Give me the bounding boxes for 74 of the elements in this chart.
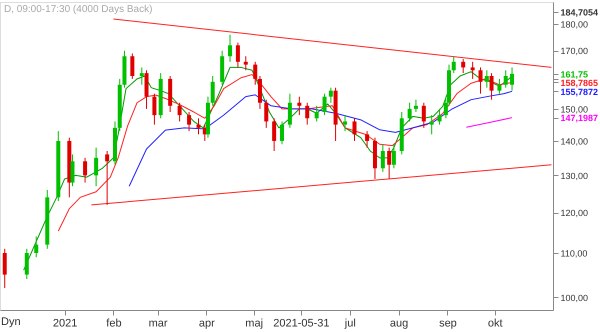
candlestick	[387, 147, 392, 180]
y-tick-label: 140,00	[560, 136, 588, 146]
candlestick	[322, 93, 327, 116]
candlestick	[288, 93, 292, 128]
candlestick	[144, 70, 149, 110]
candlestick	[152, 93, 156, 126]
x-tick-label: mar	[148, 318, 168, 330]
candlestick	[422, 102, 426, 128]
y-tick-label: 150,00	[560, 104, 588, 114]
candlestick	[430, 114, 434, 135]
x-tick-label: sep	[439, 318, 457, 330]
candlestick	[253, 61, 258, 86]
candlestick	[510, 66, 514, 92]
candlestick	[94, 147, 98, 187]
candlestick	[504, 70, 508, 88]
chart-title: D, 09:00-17:30 (4000 Days Back)	[4, 4, 152, 15]
candlestick	[264, 99, 268, 128]
y-tick-label: 184,7054	[560, 8, 598, 18]
candlestick	[24, 248, 29, 280]
candlestick	[140, 66, 144, 86]
x-tick-label: okt	[488, 318, 503, 330]
candlestick	[2, 248, 7, 289]
y-tick-label: 130,00	[560, 170, 588, 181]
y-tick-label: 120,00	[560, 208, 588, 218]
x-tick-label: aug	[390, 318, 408, 330]
candlestick	[452, 56, 456, 74]
candlestick	[83, 157, 88, 184]
y-tick-label: 180,00	[560, 20, 588, 30]
candlestick	[280, 120, 284, 145]
candlestick	[380, 144, 385, 172]
candlestick	[414, 99, 418, 112]
candlestick	[305, 102, 310, 126]
y-tick-label: 158,7865	[560, 78, 598, 88]
candlestick	[314, 105, 319, 122]
candlestick	[258, 76, 262, 110]
x-tick-label: maj	[245, 318, 264, 330]
candlestick	[297, 96, 302, 116]
candlestick	[392, 144, 396, 169]
candlestick	[461, 58, 466, 74]
candlestick	[196, 118, 201, 135]
candlestick	[187, 112, 192, 132]
candlestick	[272, 118, 276, 152]
x-tick-label: jul	[344, 318, 356, 330]
candlestick	[408, 102, 412, 122]
candlestick	[178, 102, 182, 122]
text: Dyn	[1, 316, 21, 328]
candlestick	[70, 154, 74, 187]
x-tick-label: 2021	[52, 318, 78, 330]
candlestick	[328, 87, 333, 104]
candlestick	[34, 236, 38, 258]
candlestick	[105, 150, 110, 206]
candlestick	[130, 52, 134, 80]
candlestick	[236, 42, 240, 68]
candlestick	[210, 76, 215, 106]
candlestick	[490, 72, 494, 100]
candlestick	[470, 61, 475, 80]
y-tick-label: 161,75	[560, 69, 588, 80]
candlestick	[497, 78, 502, 94]
y-tick-label: 147,1987	[560, 113, 598, 124]
candlestick	[484, 70, 489, 88]
candlestick	[478, 66, 483, 94]
line-series	[128, 90, 513, 187]
candlestick	[365, 130, 370, 148]
candlestick	[228, 34, 232, 62]
x-tick-label: feb	[106, 318, 122, 330]
candlestick	[343, 114, 348, 132]
candlestick	[352, 118, 356, 142]
x-tick-label: 2021-05-31	[273, 318, 330, 330]
y-tick-label: 170,00	[560, 46, 588, 56]
candlestick	[438, 108, 442, 126]
y-tick-label: 155,7872	[560, 86, 598, 97]
x-tick-label: apr	[198, 318, 216, 330]
y-tick-label: 110,00	[560, 248, 588, 258]
y-tick-label: 100,00	[560, 292, 588, 303]
